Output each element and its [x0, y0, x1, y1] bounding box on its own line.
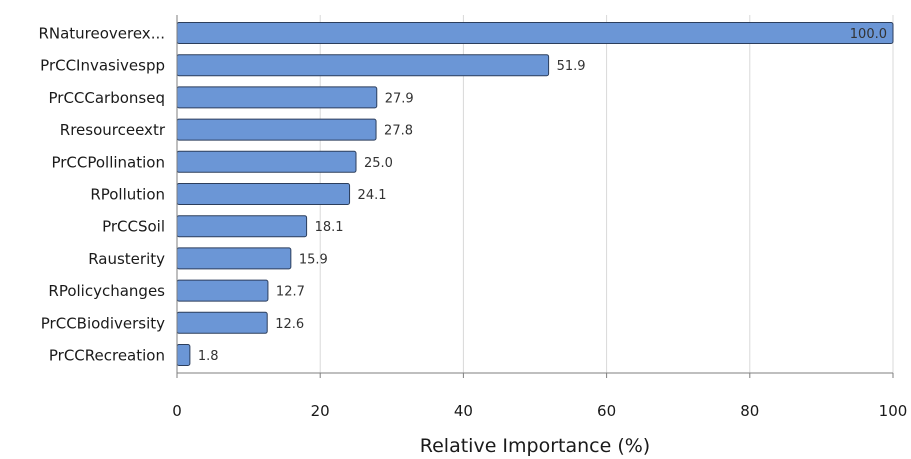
category-label: PrCCInvasivespp: [40, 57, 165, 75]
bar: [176, 118, 377, 141]
category-label: PrCCCarbonseq: [49, 89, 166, 107]
bar: [176, 311, 268, 334]
x-tick-labels: 0 20 40 60 80 100: [172, 402, 907, 420]
bar: [176, 279, 269, 302]
category-label: RPolicychanges: [48, 282, 165, 300]
category-label: PrCCPollination: [51, 153, 165, 171]
x-axis-title: Relative Importance (%): [420, 435, 650, 457]
bars: [176, 22, 894, 366]
value-label: 25.0: [364, 156, 393, 171]
value-label: 12.6: [275, 317, 304, 332]
value-label: 1.8: [198, 349, 219, 364]
value-labels: 100.0 51.9 27.9 27.8 25.0 24.1 18.1 15.9 12.7 12.…: [198, 27, 887, 364]
value-label: 15.9: [299, 252, 328, 267]
x-tick-label: 60: [597, 402, 616, 420]
x-tick-label: 100: [879, 402, 908, 420]
value-label: 24.1: [358, 188, 387, 203]
category-label: PrCCRecreation: [49, 347, 165, 365]
value-label: 18.1: [315, 220, 344, 235]
x-tick-label: 80: [740, 402, 759, 420]
value-label: 51.9: [557, 59, 586, 74]
value-label: 27.8: [384, 124, 413, 139]
category-label: PrCCBiodiversity: [41, 314, 165, 332]
value-label: 100.0: [850, 27, 887, 42]
x-tick-label: 0: [172, 402, 182, 420]
category-label: Rresourceextr: [60, 121, 166, 139]
category-label: RNatureoverex...: [38, 25, 165, 43]
category-label: PrCCSoil: [102, 218, 165, 236]
value-label: 27.9: [385, 91, 414, 106]
x-tick-label: 20: [311, 402, 330, 420]
bar: [176, 86, 378, 109]
bar: [176, 54, 550, 77]
category-label: Rausterity: [88, 250, 165, 268]
x-tick-label: 40: [454, 402, 473, 420]
bar: [176, 150, 357, 173]
bar: [176, 247, 292, 270]
bar: [176, 344, 191, 366]
bar: [176, 183, 351, 205]
value-label: 12.7: [276, 285, 305, 300]
bar: [176, 215, 308, 238]
x-axis: [176, 15, 894, 378]
bar: [176, 22, 894, 44]
category-labels: RNatureoverex... PrCCInvasivespp PrCCCarbo…: [38, 25, 165, 365]
category-label: RPollution: [90, 186, 165, 204]
